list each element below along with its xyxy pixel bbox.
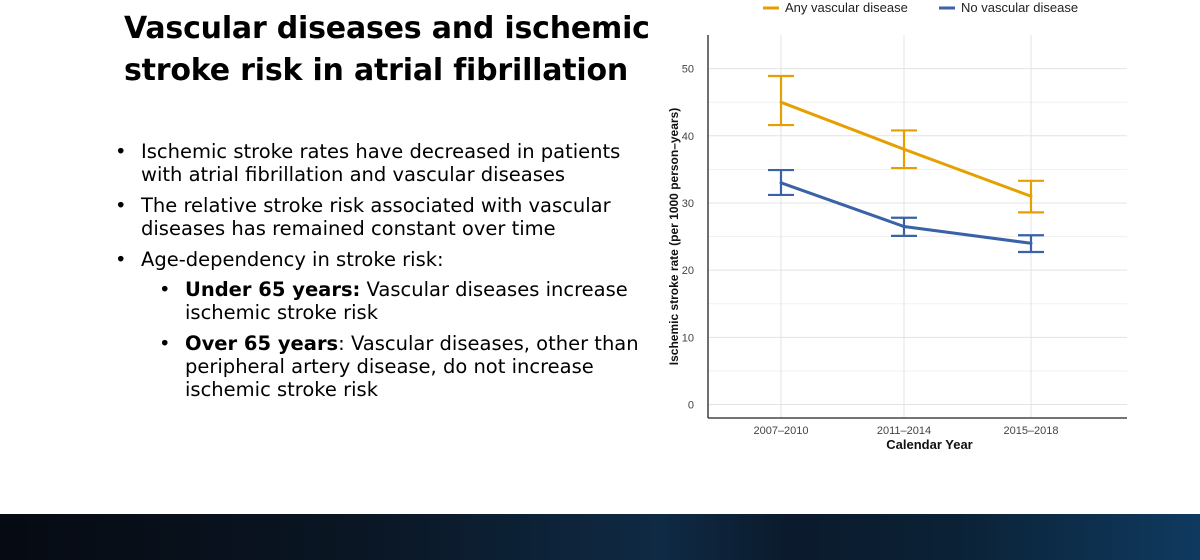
- bullet-item: Age-dependency in stroke risk: Under 65 …: [112, 248, 652, 401]
- data-point: [1029, 241, 1033, 245]
- series-line: [780, 100, 1032, 198]
- legend-label: No vascular disease: [961, 0, 1078, 15]
- sub-bullet-item: Over 65 years: Vascular diseases, other …: [141, 332, 652, 401]
- y-tick-label: 30: [682, 198, 694, 210]
- slide-title: Vascular diseases and ischemic stroke ri…: [124, 11, 650, 88]
- y-tick-label: 50: [682, 64, 694, 76]
- sub-bullet-text: Vascular diseases increase ischemic stro…: [185, 278, 628, 324]
- y-tick-label: 20: [682, 265, 694, 277]
- bullet-item: Ischemic stroke rates have decreased in …: [112, 140, 652, 186]
- sub-bullet-item: Under 65 years: Vascular diseases increa…: [141, 278, 652, 324]
- y-tick-label: 0: [688, 400, 694, 412]
- bullet-text: Age-dependency in stroke risk:: [141, 248, 444, 271]
- data-point: [902, 147, 906, 151]
- x-tick-label: 2015–2018: [1003, 425, 1058, 437]
- y-tick-label: 10: [682, 332, 694, 344]
- footer-band: [0, 514, 1200, 560]
- sub-bullet-lead: Under 65 years:: [185, 278, 361, 301]
- x-tick-label: 2011–2014: [877, 425, 931, 437]
- x-tick-label: 2007–2010: [753, 425, 808, 437]
- data-point: [779, 181, 783, 185]
- y-tick-label: 40: [682, 131, 694, 143]
- x-axis-title: Calendar Year: [886, 437, 972, 452]
- data-point: [902, 225, 906, 228]
- sub-bullet-list: Under 65 years: Vascular diseases increa…: [141, 278, 652, 401]
- data-point: [779, 100, 783, 104]
- stroke-rate-chart: 0 10 20 30 40 50 2007–2010 2011–2014 2015–2018 Ca…: [667, 0, 1127, 452]
- sub-bullet-text: : Vascular diseases, other than peripher…: [185, 332, 639, 401]
- legend-label: Any vascular disease: [785, 0, 908, 15]
- y-axis-title: Ischemic stroke rate (per 1000 person–ye…: [667, 108, 681, 365]
- series-line: [780, 181, 1032, 245]
- bullet-list: Ischemic stroke rates have decreased in …: [112, 140, 652, 409]
- bullet-item: The relative stroke risk associated with…: [112, 194, 652, 240]
- sub-bullet-lead: Over 65 years: [185, 332, 339, 355]
- data-point: [1029, 194, 1033, 198]
